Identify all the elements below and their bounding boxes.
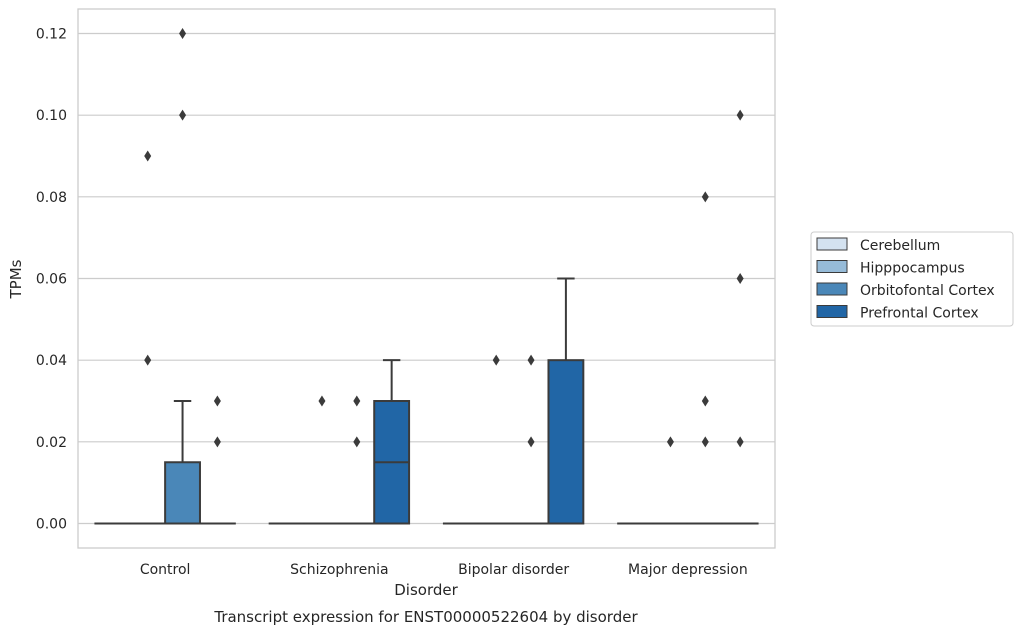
outlier-point — [213, 436, 221, 448]
y-tick-label: 0.02 — [36, 435, 67, 451]
series-prefrontal-cortex — [198, 109, 759, 525]
outlier-point — [701, 191, 709, 203]
outlier-point — [353, 395, 361, 407]
x-tick-label: Major depression — [628, 562, 748, 578]
box — [547, 359, 585, 525]
outlier-point — [701, 436, 709, 448]
y-tick-label: 0.10 — [36, 108, 67, 124]
outlier-point — [318, 395, 326, 407]
chart-caption: Transcript expression for ENST0000052260… — [213, 608, 638, 626]
outlier-point — [353, 436, 361, 448]
x-tick-label: Control — [140, 562, 191, 578]
y-tick-label: 0.00 — [36, 517, 67, 533]
outlier-point — [736, 109, 744, 121]
series-orbitofontal-cortex — [164, 28, 724, 525]
legend-swatch — [816, 260, 848, 273]
y-tick-label: 0.06 — [36, 272, 67, 288]
outlier-point — [736, 436, 744, 448]
outlier-point — [213, 395, 221, 407]
y-tick-label: 0.12 — [36, 27, 67, 43]
y-axis-ticks: 0.00 0.02 0.04 0.06 0.08 0.10 0.12 — [36, 27, 67, 533]
legend-swatch — [816, 282, 848, 296]
outlier-point — [179, 28, 187, 39]
y-tick-label: 0.04 — [36, 353, 67, 369]
legend-label: Hipppocampus — [860, 261, 965, 277]
legend-swatch — [816, 305, 848, 318]
legend-label: Orbitofontal Cortex — [860, 283, 995, 299]
outlier-point — [144, 354, 152, 366]
boxes — [94, 28, 759, 525]
x-tick-label: Bipolar disorder — [458, 562, 569, 578]
legend-frame — [810, 231, 1014, 327]
gridlines — [78, 32, 775, 525]
outlier-point — [666, 436, 674, 448]
x-tick-label: Schizophrenia — [290, 562, 388, 578]
outlier-point — [144, 150, 152, 162]
legend: Cerebellum Hipppocampus Orbitofontal Corte… — [810, 231, 1014, 327]
plot-area — [77, 8, 776, 549]
box — [164, 461, 201, 525]
y-tick-label: 0.08 — [36, 190, 67, 206]
legend-label: Cerebellum — [860, 238, 940, 254]
outlier-point — [492, 354, 500, 366]
y-axis-label: TPMs — [7, 259, 25, 299]
legend-swatch — [816, 237, 848, 251]
outlier-point — [527, 436, 535, 448]
outlier-point — [701, 395, 709, 407]
legend-label: Prefrontal Cortex — [860, 306, 979, 322]
x-axis-ticks: Control Schizophrenia Bipolar disorder Majo… — [140, 562, 748, 578]
outlier-point — [179, 109, 187, 121]
outlier-point — [736, 273, 744, 284]
x-axis-label: Disorder — [394, 581, 458, 599]
outlier-point — [527, 354, 535, 366]
